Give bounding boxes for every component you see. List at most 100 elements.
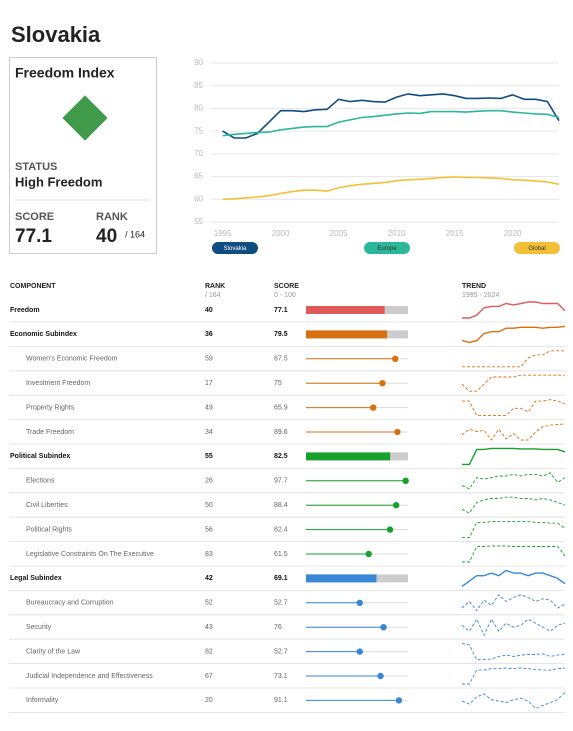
series-line xyxy=(222,109,560,137)
rank: 26 xyxy=(205,478,213,485)
header-sub: 1995 - 2024 xyxy=(462,292,499,299)
page-title: Slovakia xyxy=(11,22,101,47)
score-dot xyxy=(356,648,363,655)
trend-line xyxy=(461,472,566,490)
header-sub: 0 - 100 xyxy=(274,292,296,299)
trend-line xyxy=(462,545,566,563)
diamond-icon xyxy=(62,95,108,141)
component-name: Political Rights xyxy=(26,526,72,533)
y-tick-label: 75 xyxy=(194,126,203,135)
trend-line xyxy=(461,569,566,587)
x-tick-label: 1995 xyxy=(214,229,232,238)
x-tick-label: 2000 xyxy=(272,229,290,238)
score-dot xyxy=(380,624,387,631)
score: 61.5 xyxy=(274,551,288,558)
component-name: Bureaucracy and Corruption xyxy=(26,600,114,607)
y-tick-label: 90 xyxy=(194,58,203,67)
trend-line xyxy=(461,325,566,344)
score-bar xyxy=(306,306,385,314)
legend-pill xyxy=(364,242,410,254)
trend-line xyxy=(461,496,566,514)
x-tick-label: 2020 xyxy=(504,229,522,238)
rank-label: RANK xyxy=(96,211,128,223)
score: 79.5 xyxy=(274,331,288,338)
trend-line xyxy=(461,643,566,661)
rank: 40 xyxy=(96,226,117,247)
score: 97.7 xyxy=(274,478,288,485)
component-name: Political Subindex xyxy=(10,453,70,460)
score-bar xyxy=(306,574,377,583)
component-name: Property Rights xyxy=(26,404,75,411)
component-name: Security xyxy=(26,624,52,631)
score-bar xyxy=(306,330,388,339)
score-dot xyxy=(402,477,409,484)
rank: 52 xyxy=(205,600,213,607)
score-dot xyxy=(392,355,399,362)
header: SCORE xyxy=(274,283,299,290)
trend-line xyxy=(462,350,565,368)
rank: 40 xyxy=(205,307,213,314)
score: 89.6 xyxy=(274,429,288,436)
component-name: Freedom xyxy=(10,307,40,314)
legend-pill xyxy=(514,242,560,254)
rank: 59 xyxy=(205,356,213,363)
score-dot xyxy=(392,502,400,509)
legend-label: Europe xyxy=(377,246,397,252)
y-tick-label: 55 xyxy=(194,217,203,226)
trend-line xyxy=(461,692,566,709)
rank: 49 xyxy=(205,404,213,411)
rank: 82 xyxy=(205,648,213,655)
x-tick-label: 2015 xyxy=(446,229,464,238)
legend-label: Slovakia xyxy=(224,246,247,252)
score-dot xyxy=(365,550,372,558)
header-sub: / 164 xyxy=(205,292,221,299)
score-dot xyxy=(395,697,403,704)
component-name: Civil Liberties xyxy=(26,502,68,509)
x-tick-label: 2005 xyxy=(330,229,348,238)
score: 77.1 xyxy=(274,307,288,314)
score: 82.4 xyxy=(274,526,288,533)
score: 82.5 xyxy=(274,453,288,460)
score: 73.1 xyxy=(274,673,288,680)
score-dot xyxy=(377,672,384,680)
score-dot xyxy=(379,380,386,387)
status: High Freedom xyxy=(15,174,102,189)
rank: 56 xyxy=(205,526,213,533)
component-name: Legislative Constraints On The Executive xyxy=(26,551,154,558)
component-name: Elections xyxy=(26,478,55,485)
rank: 20 xyxy=(205,697,213,704)
rank: 17 xyxy=(205,380,213,387)
score-dot xyxy=(370,404,377,411)
trend-line xyxy=(461,618,566,637)
component-name: Legal Subindex xyxy=(10,575,62,582)
score-dot xyxy=(386,526,394,533)
rank: 42 xyxy=(205,575,213,582)
legend-pill xyxy=(212,242,258,254)
chart: 55 60 65 70 75 80 85 90 1995 2000 2005 2010 2015 2020… xyxy=(194,58,560,254)
y-tick-label: 80 xyxy=(194,104,203,113)
table: COMPONENT RANK / 164 SCORE 0 - 100 TREND… xyxy=(9,283,566,713)
score: 76 xyxy=(274,624,282,631)
y-tick-label: 85 xyxy=(194,81,203,90)
y-tick-label: 60 xyxy=(194,194,203,203)
trend-line xyxy=(462,667,566,685)
trend-line xyxy=(462,301,566,319)
rank: 67 xyxy=(205,673,213,680)
score-dot xyxy=(394,428,401,436)
series-line xyxy=(222,93,560,139)
score: 87.5 xyxy=(274,356,288,363)
card-title: Freedom Index xyxy=(15,65,115,81)
rank: 50 xyxy=(205,502,213,509)
score-bar xyxy=(306,452,391,461)
rank-of: / 164 xyxy=(125,229,145,239)
score: 75 xyxy=(274,380,282,387)
rank: 83 xyxy=(205,551,213,558)
trend-line xyxy=(462,521,566,539)
component-name: Women's Economic Freedom xyxy=(26,356,118,363)
component-name: Judicial Independence and Effectiveness xyxy=(26,673,153,680)
score: 52.7 xyxy=(274,600,288,607)
trend-line xyxy=(462,447,566,466)
rank: 43 xyxy=(205,624,213,631)
score: 65.9 xyxy=(274,404,288,411)
